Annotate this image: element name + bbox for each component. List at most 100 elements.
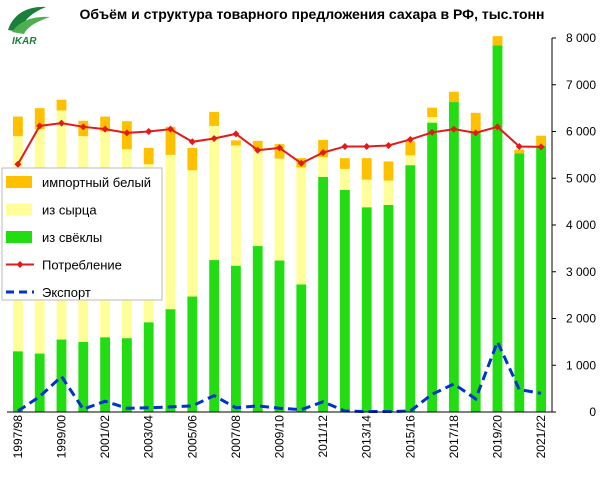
bar-импортный белый-2017/18 (449, 91, 459, 103)
bar-из сырца-2009/10 (274, 158, 285, 261)
logo-text: IKAR (12, 36, 37, 47)
point-Потребление-2010/11 (297, 159, 305, 167)
legend-label-импортный белый: импортный белый (42, 175, 151, 190)
bar-импортный белый-2007/08 (231, 140, 241, 146)
point-Потребление-2009/10 (276, 144, 283, 152)
bar-импортный белый-2004/05 (165, 126, 176, 155)
legend-label-из сырца: из сырца (42, 203, 97, 218)
bar-импортный белый-2008/09 (252, 140, 263, 150)
bar-импортный белый-1999/00 (56, 99, 67, 111)
point-Потребление-2020/21 (515, 142, 523, 150)
bar-импортный белый-2001/02 (100, 116, 111, 132)
bar-импортный белый-1997/98 (12, 116, 23, 137)
x-tick-label: 2015/16 (403, 415, 417, 459)
bar-из сырца-2013/14 (361, 179, 372, 208)
point-Потребление-1997/98 (14, 160, 22, 168)
point-Потребление-1998/99 (36, 122, 44, 130)
point-Потребление-2013/14 (363, 142, 371, 150)
bar-импортный белый-2019/20 (492, 36, 503, 46)
bar-из сырца-2010/11 (296, 167, 307, 285)
bar-импортный белый-2011/12 (318, 139, 329, 158)
x-tick-label: 1997/98 (11, 415, 25, 459)
bar-из сырца-2015/16 (405, 155, 416, 166)
bar-из свёклы-2015/16 (405, 165, 416, 412)
bar-из свёклы-2016/17 (427, 122, 438, 413)
x-tick-label: 2005/06 (185, 415, 199, 459)
legend-label-Экспорт: Экспорт (42, 285, 91, 300)
y-tick-label: 6 000 (566, 125, 596, 139)
bar-из свёклы-2001/02 (100, 337, 111, 412)
plot-area (12, 36, 547, 414)
bar-импортный белый-2014/15 (383, 161, 394, 181)
point-Потребление-2018/19 (472, 129, 480, 137)
bar-из свёклы-2005/06 (187, 296, 198, 412)
point-Потребление-2012/13 (341, 142, 349, 150)
point-Потребление-2007/08 (232, 130, 240, 138)
point-Потребление-2019/20 (494, 123, 501, 131)
point-Потребление-2003/04 (145, 128, 153, 135)
bar-из свёклы-2020/21 (514, 153, 525, 412)
point-Потребление-2006/07 (210, 135, 218, 143)
point-Потребление-2011/12 (319, 149, 327, 157)
legend-label-Потребление: Потребление (42, 258, 122, 273)
legend-marker-Потребление (16, 261, 24, 268)
bar-из свёклы-2017/18 (449, 102, 459, 413)
bar-из сырца-2014/15 (383, 180, 394, 205)
y-tick-label: 3 000 (566, 265, 596, 279)
x-tick-label: 2019/20 (491, 415, 505, 459)
bar-из свёклы-1999/00 (56, 339, 67, 412)
point-Потребление-2016/17 (428, 128, 436, 136)
bar-импортный белый-2013/14 (361, 158, 372, 180)
chart-title: Объём и структура товарного предложения … (80, 6, 545, 22)
bar-из свёклы-2019/20 (492, 45, 503, 412)
bar-из свёклы-2012/13 (340, 189, 350, 412)
point-Потребление-2017/18 (450, 125, 458, 133)
point-Потребление-2008/09 (254, 146, 262, 154)
bar-из сырца-2012/13 (340, 168, 350, 190)
point-Потребление-1999/00 (58, 119, 65, 127)
legend-swatch-из сырца (6, 203, 32, 216)
x-tick-label: 2003/04 (142, 415, 156, 459)
bar-из свёклы-2007/08 (231, 265, 241, 412)
x-tick-label: 2021/22 (534, 415, 548, 459)
bar-из сырца-2016/17 (427, 117, 438, 123)
x-tick-label: 2017/18 (447, 415, 461, 459)
legend-swatch-из свёклы (6, 231, 32, 243)
legend: импортный белый из сырца из свёклы Потребле… (1, 167, 163, 301)
bar-из свёклы-2014/15 (383, 204, 394, 412)
bar-импортный белый-2021/22 (536, 135, 547, 146)
point-Потребление-2001/02 (101, 125, 109, 133)
point-Потребление-2002/03 (123, 129, 131, 137)
bar-импортный белый-2012/13 (340, 158, 350, 169)
y-tick-label: 1 000 (566, 358, 596, 372)
bar-из свёклы-2011/12 (318, 176, 329, 412)
y-tick-label: 8 000 (566, 31, 596, 45)
bar-из свёклы-1997/98 (12, 351, 23, 412)
x-tick-label: 1999/00 (55, 415, 69, 459)
point-Потребление-2005/06 (188, 138, 196, 146)
legend-label-из свёклы: из свёклы (42, 230, 102, 245)
y-tick-label: 0 (589, 405, 596, 419)
bar-импортный белый-2005/06 (187, 147, 198, 171)
y-axis: 0 1 000 2 000 3 000 4 000 5 000 6 000 7 000 8 00… (551, 31, 596, 419)
bar-из сырца-2004/05 (165, 154, 176, 310)
bar-из сырца-2005/06 (187, 170, 198, 297)
point-Потребление-2015/16 (406, 135, 414, 143)
point-Потребление-2004/05 (167, 125, 174, 133)
bar-из свёклы-2002/03 (122, 338, 132, 412)
bar-из свёклы-2008/09 (252, 246, 263, 412)
x-tick-label: 2011/12 (316, 415, 330, 458)
bar-импортный белый-2018/19 (470, 112, 481, 132)
ikar-logo: IKAR (8, 6, 50, 47)
y-tick-label: 5 000 (566, 171, 596, 185)
y-tick-label: 4 000 (566, 218, 596, 232)
bar-из свёклы-2003/04 (143, 322, 154, 412)
bar-импортный белый-1998/99 (34, 108, 45, 130)
x-tick-label: 2001/02 (98, 415, 112, 459)
bar-импортный белый-2003/04 (143, 147, 154, 165)
point-Потребление-2014/15 (385, 142, 392, 150)
y-tick-label: 2 000 (566, 312, 596, 326)
bar-из сырца-2011/12 (318, 157, 329, 177)
bar-из свёклы-2018/19 (470, 131, 481, 412)
bar-импортный белый-2016/17 (427, 107, 438, 118)
